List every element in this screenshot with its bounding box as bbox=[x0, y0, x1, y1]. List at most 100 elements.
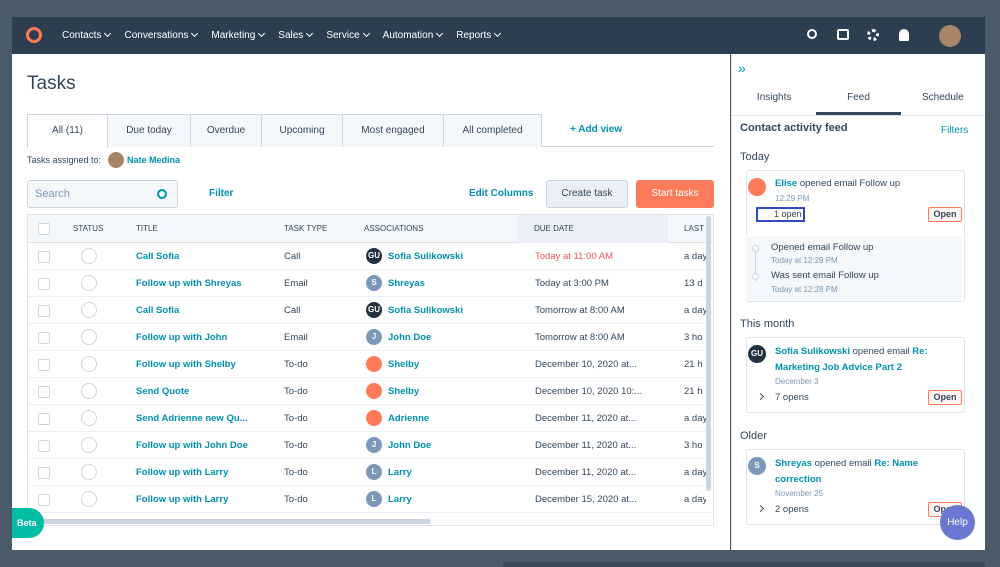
create-task-button[interactable]: Create task bbox=[546, 180, 628, 208]
filters[interactable]: Filters bbox=[941, 125, 969, 136]
status-circle[interactable] bbox=[81, 275, 97, 291]
status-circle[interactable] bbox=[81, 491, 97, 507]
task-table: STATUS TITLE TASK TYPE ASSOCIATIONS DUE DATE… bbox=[27, 214, 714, 526]
association[interactable]: John Doe bbox=[388, 440, 432, 451]
action: opened email Follow up bbox=[799, 178, 901, 189]
nav-item[interactable]: Service bbox=[326, 30, 368, 41]
sidebar-tab[interactable]: Feed bbox=[816, 84, 901, 115]
task-title[interactable]: Follow up with Shreyas bbox=[136, 278, 242, 289]
association[interactable]: Shreyas bbox=[388, 278, 425, 289]
logo[interactable] bbox=[26, 27, 42, 43]
sidebar-tab[interactable]: Schedule bbox=[921, 92, 964, 103]
task-title[interactable]: Follow up with Larry bbox=[136, 494, 229, 505]
notifications-icon[interactable] bbox=[899, 29, 909, 41]
status-circle[interactable] bbox=[81, 410, 97, 426]
nav-item[interactable]: Sales bbox=[278, 30, 312, 41]
task-title[interactable]: Send Adrienne new Qu... bbox=[136, 413, 248, 424]
checkbox[interactable] bbox=[38, 223, 50, 235]
history-time: Today at 12:28 PM bbox=[771, 285, 838, 294]
checkbox[interactable] bbox=[38, 305, 50, 317]
view-tab[interactable]: Most engaged bbox=[342, 114, 444, 147]
checkbox[interactable] bbox=[38, 467, 50, 479]
nav-item[interactable]: Conversations bbox=[124, 30, 197, 41]
association[interactable]: Larry bbox=[388, 494, 412, 505]
status-circle[interactable] bbox=[81, 302, 97, 318]
opens[interactable]: 7 opens bbox=[775, 392, 809, 403]
filter[interactable]: Filter bbox=[209, 188, 234, 199]
help-button[interactable]: Help bbox=[940, 505, 975, 540]
status-circle[interactable] bbox=[81, 464, 97, 480]
start-tasks-button[interactable]: Start tasks bbox=[636, 180, 714, 208]
task-title[interactable]: Follow up with Larry bbox=[136, 467, 229, 478]
checkbox[interactable] bbox=[38, 386, 50, 398]
status-circle[interactable] bbox=[81, 383, 97, 399]
view-tab[interactable]: Upcoming bbox=[261, 114, 343, 147]
checkbox[interactable] bbox=[38, 332, 50, 344]
contact-name[interactable]: Elise bbox=[775, 178, 798, 189]
nav-item[interactable]: Automation bbox=[383, 30, 443, 41]
search-icon[interactable] bbox=[807, 29, 817, 39]
task-title[interactable]: Call Sofia bbox=[136, 251, 180, 262]
history-event: Opened email Follow up bbox=[771, 242, 874, 253]
collapse-icon[interactable]: » bbox=[738, 60, 746, 76]
checkbox[interactable] bbox=[38, 440, 50, 452]
column-header[interactable]: TITLE bbox=[136, 224, 158, 233]
add-view[interactable]: + Add view bbox=[570, 124, 623, 135]
column-header[interactable]: ASSOCIATIONS bbox=[364, 224, 424, 233]
nav-item[interactable]: Contacts bbox=[62, 30, 110, 41]
association[interactable]: Shelby bbox=[388, 359, 420, 370]
contact-name[interactable]: Sofia Sulikowski bbox=[775, 346, 850, 357]
opens[interactable]: 2 opens bbox=[775, 504, 809, 515]
subject[interactable]: Re: Name correction bbox=[775, 458, 919, 485]
association[interactable]: Shelby bbox=[388, 386, 420, 397]
subject[interactable]: Re: Marketing Job Advice Part 2 bbox=[775, 346, 928, 373]
marketplace-icon[interactable] bbox=[837, 29, 849, 40]
nav-item[interactable]: Reports bbox=[456, 30, 500, 41]
settings-icon[interactable] bbox=[867, 29, 879, 41]
view-tab[interactable]: Overdue bbox=[190, 114, 262, 147]
checkbox[interactable] bbox=[38, 494, 50, 506]
assoc-avatar: L bbox=[366, 491, 382, 507]
last-activity: 21 h bbox=[684, 386, 703, 397]
open-button[interactable]: Open bbox=[928, 207, 962, 222]
column-header[interactable]: TASK TYPE bbox=[284, 224, 328, 233]
search-box[interactable]: Search bbox=[27, 180, 178, 208]
task-type: To-do bbox=[284, 467, 308, 478]
column-header[interactable]: LAST bbox=[684, 224, 705, 233]
timeline-dot bbox=[752, 273, 759, 280]
checkbox[interactable] bbox=[38, 251, 50, 263]
association[interactable]: Sofia Sulikowski bbox=[388, 251, 463, 262]
association[interactable]: Larry bbox=[388, 467, 412, 478]
task-title[interactable]: Call Sofia bbox=[136, 305, 180, 316]
opens-toggle[interactable]: 1 open bbox=[756, 207, 805, 222]
due-date: Tomorrow at 8:00 AM bbox=[535, 305, 625, 316]
status-circle[interactable] bbox=[81, 437, 97, 453]
beta-badge[interactable]: Beta bbox=[12, 508, 44, 538]
task-title[interactable]: Follow up with John Doe bbox=[136, 440, 248, 451]
status-circle[interactable] bbox=[81, 248, 97, 264]
view-tab[interactable]: All completed bbox=[443, 114, 542, 147]
association[interactable]: John Doe bbox=[388, 332, 432, 343]
checkbox[interactable] bbox=[38, 413, 50, 425]
status-circle[interactable] bbox=[81, 329, 97, 345]
task-title[interactable]: Follow up with Shelby bbox=[136, 359, 236, 370]
task-title[interactable]: Send Quote bbox=[136, 386, 190, 397]
column-header[interactable]: STATUS bbox=[73, 224, 104, 233]
column-header[interactable]: DUE DATE bbox=[534, 224, 574, 233]
view-tab[interactable]: Due today bbox=[107, 114, 191, 147]
contact-name[interactable]: Shreyas bbox=[775, 458, 812, 469]
association[interactable]: Sofia Sulikowski bbox=[388, 305, 463, 316]
sidebar-tab[interactable]: Insights bbox=[756, 92, 792, 103]
association[interactable]: Adrienne bbox=[388, 413, 430, 424]
view-tab[interactable]: All (11) bbox=[27, 114, 108, 148]
checkbox[interactable] bbox=[38, 278, 50, 290]
open-button[interactable]: Open bbox=[928, 390, 962, 405]
checkbox[interactable] bbox=[38, 359, 50, 371]
nav-item[interactable]: Marketing bbox=[211, 30, 264, 41]
user-avatar[interactable] bbox=[939, 25, 961, 47]
status-circle[interactable] bbox=[81, 356, 97, 372]
assignee[interactable]: Nate Medina bbox=[127, 155, 181, 165]
task-title[interactable]: Follow up with John bbox=[136, 332, 228, 343]
edit-columns[interactable]: Edit Columns bbox=[469, 188, 534, 199]
